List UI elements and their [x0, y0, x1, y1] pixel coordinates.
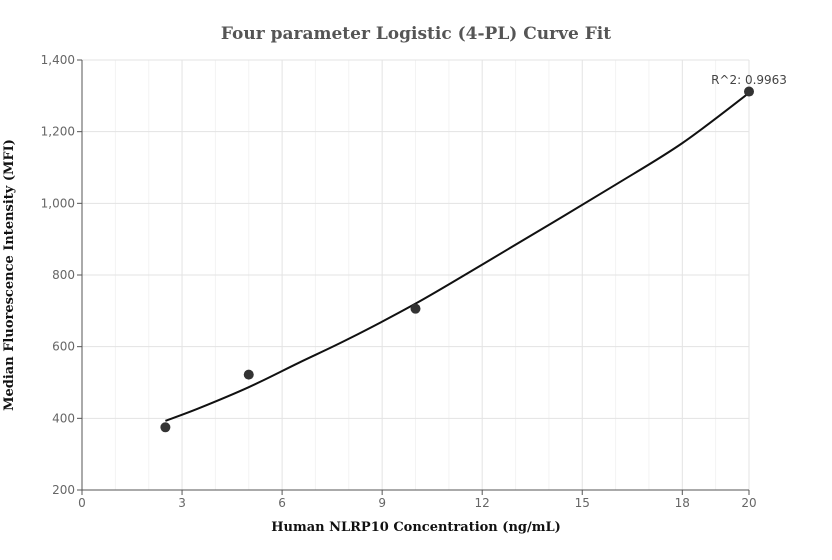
y-tick-label: 200 — [52, 483, 75, 497]
y-tick-label: 1,400 — [41, 53, 75, 67]
x-tick-label: 12 — [475, 496, 490, 510]
y-tick-label: 600 — [52, 340, 75, 354]
y-tick-label: 1,200 — [41, 125, 75, 139]
chart-title: Four parameter Logistic (4-PL) Curve Fit — [221, 24, 611, 44]
data-point — [744, 86, 754, 97]
x-tick-label: 0 — [78, 496, 86, 510]
x-tick-label: 15 — [575, 496, 590, 510]
y-axis-title: Median Fluorescence Intensity (MFI) — [2, 139, 17, 411]
x-tick-label: 9 — [378, 496, 386, 510]
x-tick-label: 18 — [675, 496, 690, 510]
grid — [82, 59, 750, 490]
y-tick-label: 1,000 — [41, 196, 75, 210]
y-tick-label: 800 — [52, 268, 75, 282]
data-point — [160, 422, 171, 433]
x-axis-ticks: 0 3 6 9 12 15 18 20 — [78, 490, 757, 510]
data-point — [243, 369, 254, 380]
x-tick-label: 3 — [178, 496, 186, 510]
data-point — [410, 303, 421, 314]
y-tick-label: 400 — [52, 411, 75, 425]
r-squared-annotation: R^2: 0.9963 — [711, 73, 787, 87]
x-axis-title: Human NLRP10 Concentration (ng/mL) — [271, 520, 561, 535]
x-tick-label: 6 — [278, 496, 286, 510]
y-axis-ticks: 200 400 600 800 1,000 1,200 1,400 — [41, 53, 82, 497]
fit-curve — [165, 92, 750, 422]
x-tick-label: 20 — [741, 496, 756, 510]
data-points — [160, 86, 754, 433]
